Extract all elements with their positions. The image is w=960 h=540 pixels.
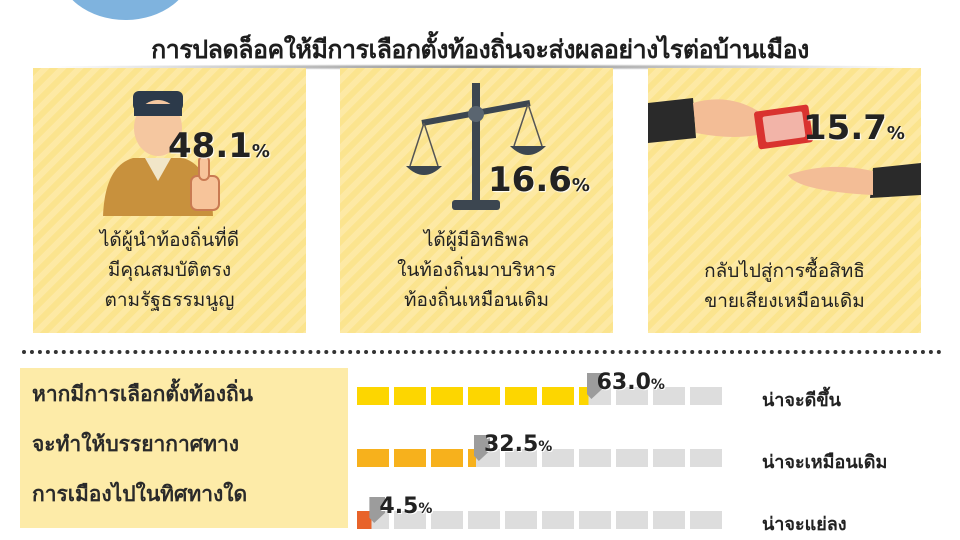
bar-segment xyxy=(431,449,463,467)
percent-unit: % xyxy=(251,141,270,162)
bar-segment xyxy=(431,511,463,529)
desc-line: ท้องถิ่นเหมือนเดิม xyxy=(403,289,549,311)
data-label: 4.5% xyxy=(379,494,433,519)
question-line: หากมีการเลือกตั้งท้องถิ่น xyxy=(32,382,254,406)
card-percent: 48.1% xyxy=(168,126,270,166)
bar-segment xyxy=(690,387,722,405)
title-underline xyxy=(40,64,920,70)
bar-segment xyxy=(616,511,648,529)
percent-value: 15.7 xyxy=(803,108,887,148)
card-vote-buying: 15.7% กลับไปสู่การซื้อสิทธิ ขายเสียงเหมื… xyxy=(648,68,921,333)
desc-line: ในท้องถิ่นมาบริหาร xyxy=(397,259,556,281)
question-line: จะทำให้บรรยากาศทาง xyxy=(32,432,240,456)
bar-segment xyxy=(690,449,722,467)
bar-segment xyxy=(505,387,537,405)
category-label: น่าจะดีขึ้น xyxy=(762,390,841,411)
bar-segment xyxy=(357,449,389,467)
bar-segment xyxy=(542,387,574,405)
bar-segment xyxy=(394,449,426,467)
bar-segment xyxy=(357,387,389,405)
card-description: ได้ผู้นำท้องถิ่นที่ดี มีคุณสมบัติตรง ตาม… xyxy=(33,225,306,315)
card-percent: 15.7% xyxy=(803,108,905,148)
desc-line: มีคุณสมบัติตรง xyxy=(107,259,232,281)
percent-unit: % xyxy=(571,175,590,196)
category-label: น่าจะเหมือนเดิม xyxy=(762,452,888,473)
question-line: การเมืองไปในทิศทางใด xyxy=(32,482,248,506)
bar-segment xyxy=(505,449,537,467)
card-influencer: 16.6% ได้ผู้มีอิทธิพล ในท้องถิ่นมาบริหาร… xyxy=(340,68,613,333)
card-good-leader: 48.1% ได้ผู้นำท้องถิ่นที่ดี มีคุณสมบัติต… xyxy=(33,68,306,333)
money-handover-icon xyxy=(648,98,921,198)
percent-value: 16.6 xyxy=(488,160,572,200)
bar-segment xyxy=(542,511,574,529)
bar-segment xyxy=(653,449,685,467)
card-percent: 16.6% xyxy=(488,160,590,200)
data-label: 63.0% xyxy=(596,370,665,395)
bar-segment xyxy=(653,511,685,529)
bar-segment xyxy=(616,449,648,467)
desc-line: กลับไปสู่การซื้อสิทธิ xyxy=(704,260,865,282)
bar-row-same: 32.5% xyxy=(357,432,727,467)
decorative-circle xyxy=(58,0,193,20)
bar-segment xyxy=(579,511,611,529)
percent-unit: % xyxy=(886,123,905,144)
bar-segment xyxy=(690,511,722,529)
bar-segment xyxy=(468,511,500,529)
desc-line: ตามรัฐธรรมนูญ xyxy=(104,289,235,311)
bar-segment xyxy=(579,449,611,467)
bar-segment xyxy=(468,387,500,405)
scales-of-justice-icon xyxy=(406,83,546,210)
card-description: กลับไปสู่การซื้อสิทธิ ขายเสียงเหมือนเดิม xyxy=(648,256,921,316)
bar-row-better: 63.0% xyxy=(357,370,727,405)
card-description: ได้ผู้มีอิทธิพล ในท้องถิ่นมาบริหาร ท้องถ… xyxy=(340,225,613,315)
bar-segment xyxy=(616,387,648,405)
official-thumbs-up-icon xyxy=(103,91,220,216)
desc-line: ได้ผู้นำท้องถิ่นที่ดี xyxy=(99,229,240,251)
data-label: 32.5% xyxy=(484,432,553,457)
desc-line: ได้ผู้มีอิทธิพล xyxy=(423,229,530,251)
dotted-divider xyxy=(22,350,942,354)
bar-segment xyxy=(431,387,463,405)
bar-segment xyxy=(542,449,574,467)
bar-segment xyxy=(394,387,426,405)
page-title: การปลดล็อคให้มีการเลือกตั้งท้องถิ่นจะส่ง… xyxy=(151,35,809,64)
bar-row-worse: 4.5% xyxy=(357,494,727,529)
bar-segment xyxy=(653,387,685,405)
bar-segment xyxy=(394,511,426,529)
bar-segment xyxy=(505,511,537,529)
question-box: หากมีการเลือกตั้งท้องถิ่น จะทำให้บรรยากา… xyxy=(20,368,348,528)
percent-value: 48.1 xyxy=(168,126,252,166)
desc-line: ขายเสียงเหมือนเดิม xyxy=(704,290,865,312)
category-label: น่าจะแย่ลง xyxy=(762,514,847,535)
